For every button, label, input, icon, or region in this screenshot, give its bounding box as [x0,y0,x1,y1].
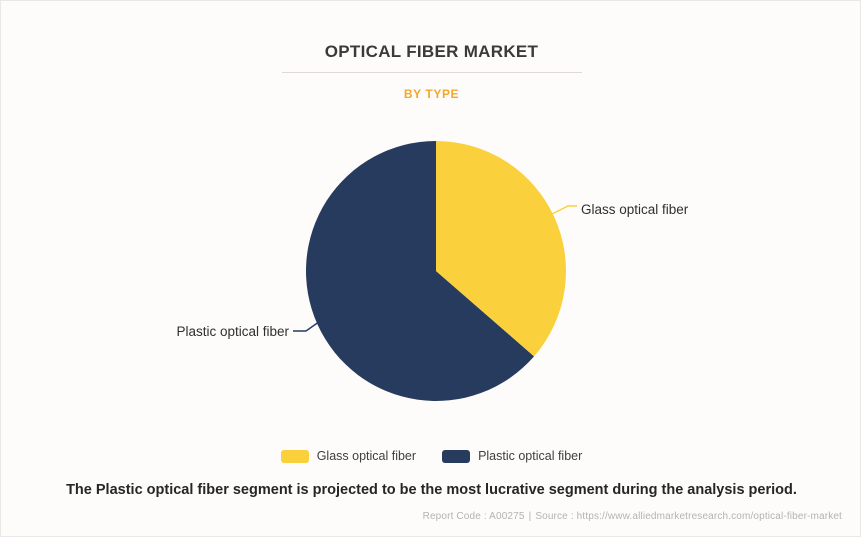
source-label: Source : https://www.alliedmarketresearc… [535,511,842,522]
callout-label-plastic-optical-fiber: Plastic optical fiber [176,324,289,339]
legend-label-glass-optical-fiber: Glass optical fiber [316,449,417,463]
legend-item-glass-optical-fiber[interactable]: Glass optical fiber [280,449,417,464]
title-divider [281,72,582,73]
legend-swatch-icon-plastic [442,450,471,463]
chart-caption: The Plastic optical fiber segment is pro… [66,482,797,498]
chart-legend: Glass optical fiber Plastic optical fibe… [1,449,860,464]
legend-swatch-icon-glass [280,450,309,463]
chart-subtitle: BY TYPE [403,87,460,101]
pie-slice-glass-optical-fiber[interactable] [436,141,567,357]
chart-header: OPTICAL FIBER MARKET BY TYPE [1,41,860,102]
footer-separator: | [528,511,532,522]
report-code-label: Report Code : A00275 [422,511,525,522]
chart-footer: Report Code : A00275 | Source : https://ww… [423,510,842,524]
leader-line-plastic-optical-fiber [293,318,324,332]
pie-slice-plastic-optical-fiber[interactable] [306,141,535,401]
callout-label-glass-optical-fiber: Glass optical fiber [581,202,689,217]
page-title: OPTICAL FIBER MARKET [324,42,539,61]
legend-item-plastic-optical-fiber[interactable]: Plastic optical fiber [442,449,582,464]
leader-line-glass-optical-fiber [551,205,577,215]
legend-label-plastic-optical-fiber: Plastic optical fiber [478,449,583,463]
